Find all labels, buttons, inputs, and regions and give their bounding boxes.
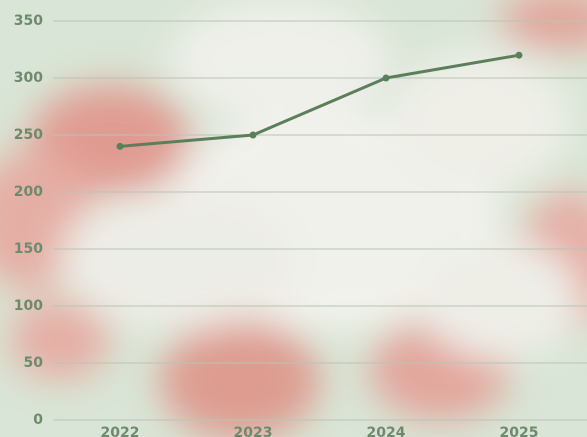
y-tick-label: 100 xyxy=(14,298,43,314)
background xyxy=(0,0,587,437)
x-tick-label: 2025 xyxy=(500,425,539,437)
page: {"chart_data": {"type": "line", "categor… xyxy=(0,0,587,437)
x-tick-label: 2023 xyxy=(234,425,273,437)
y-tick-label: 350 xyxy=(14,13,43,29)
y-tick-label: 0 xyxy=(33,412,43,428)
x-tick-label: 2022 xyxy=(101,425,140,437)
y-tick-label: 150 xyxy=(14,241,43,257)
point xyxy=(516,52,523,59)
y-tick-label: 50 xyxy=(24,355,44,371)
point xyxy=(117,143,124,150)
chart: 0 50 100 150 200 250 300 350 2022 2023 2024 2025 xyxy=(0,0,587,437)
x-tick-label: 2024 xyxy=(367,425,406,437)
point xyxy=(250,132,257,139)
y-tick-label: 200 xyxy=(14,184,43,200)
point xyxy=(383,75,390,82)
y-tick-label: 250 xyxy=(14,127,43,143)
y-tick-label: 300 xyxy=(14,70,43,86)
